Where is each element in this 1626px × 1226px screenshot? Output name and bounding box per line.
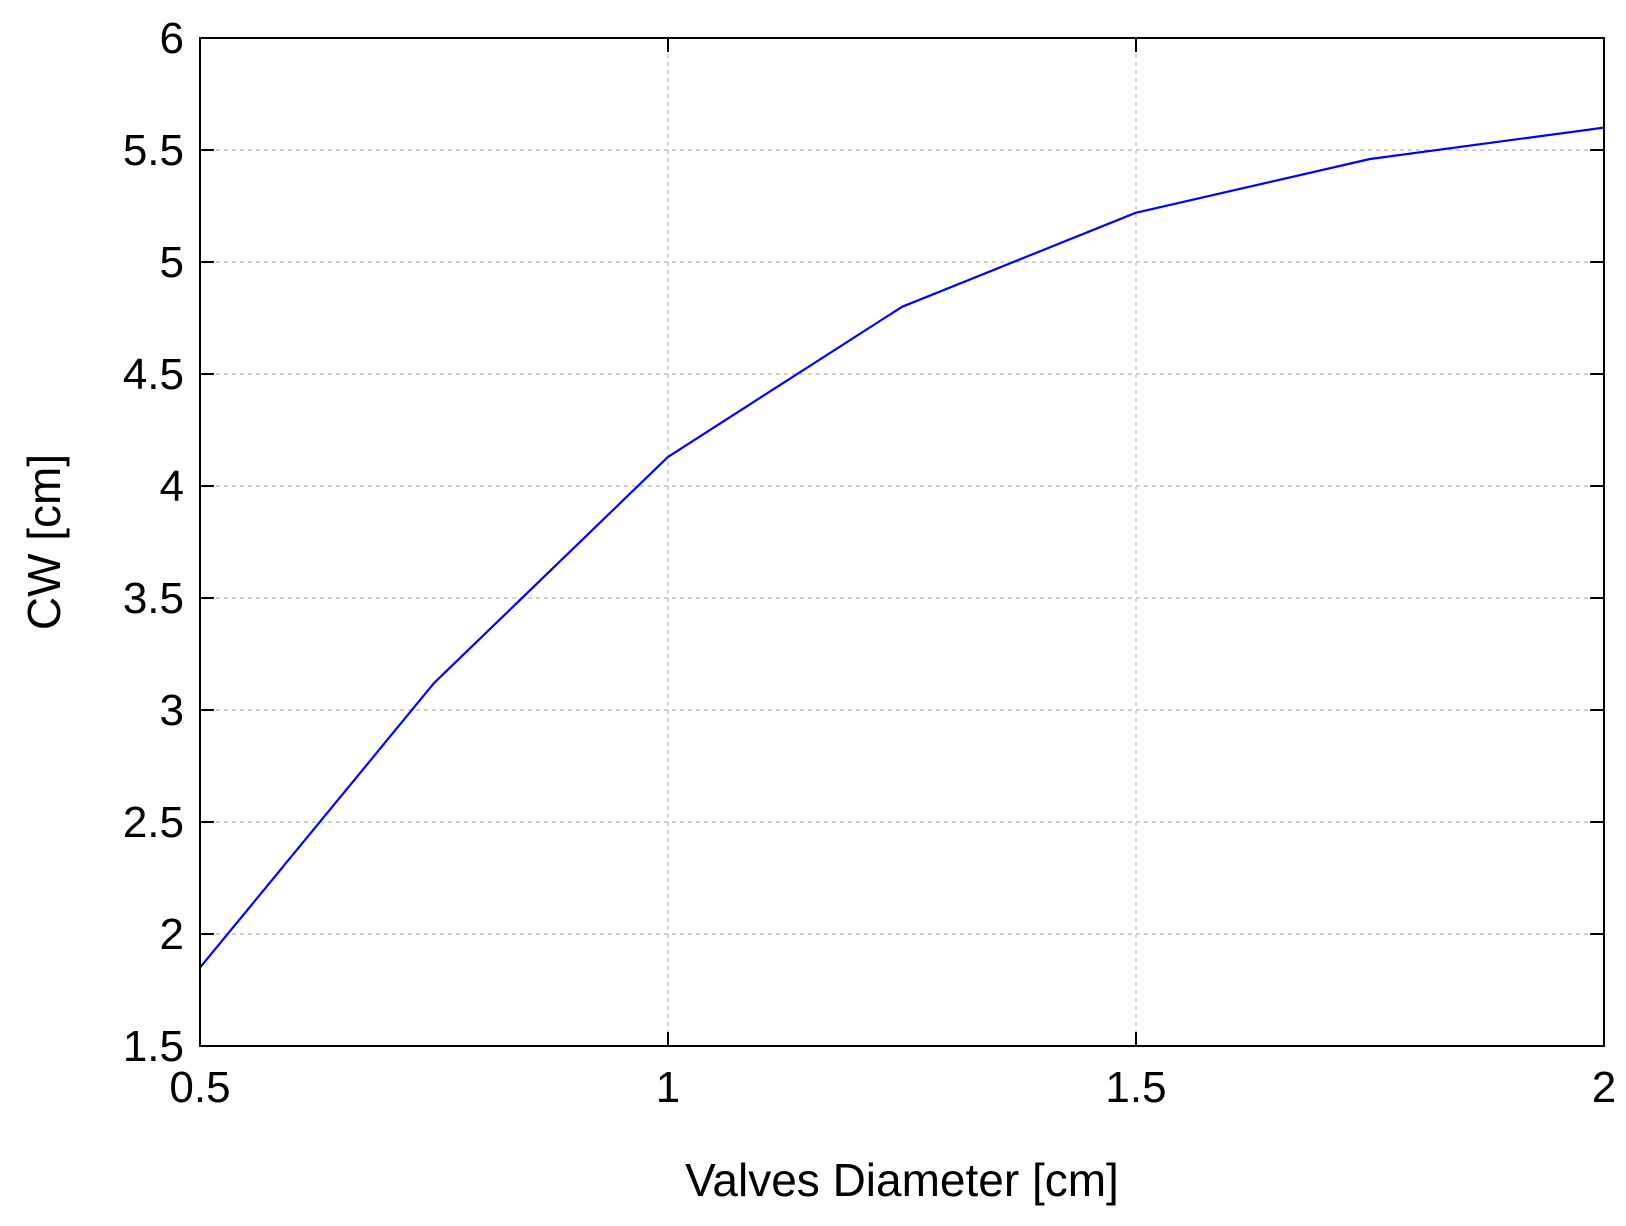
x-tick-label: 1.5 (1105, 1063, 1166, 1112)
series-line (199, 126, 1605, 969)
y-tick-label: 1.5 (123, 1022, 184, 1071)
y-tick-labels: 1.5 2 2.5 3 3.5 4 4.5 5 5.5 6 (123, 14, 184, 1071)
x-tick-label: 2 (1592, 1063, 1616, 1112)
y-tick-label: 3.5 (123, 574, 184, 623)
y-tick-label: 6 (160, 14, 184, 63)
y-axis-label: CW [cm] (18, 454, 70, 630)
y-tick-label: 4.5 (123, 350, 184, 399)
x-axis-label: Valves Diameter [cm] (685, 1154, 1119, 1206)
series-layer (199, 126, 1605, 969)
y-tick-label: 5.5 (123, 126, 184, 175)
x-tick-label: 1 (656, 1063, 680, 1112)
y-tick-label: 5 (160, 238, 184, 287)
y-tick-label: 2.5 (123, 798, 184, 847)
x-tick-labels: 0.5 1 1.5 2 (169, 1063, 1616, 1112)
grid-lines (200, 38, 1604, 1046)
y-tick-label: 4 (160, 462, 184, 511)
x-tick-label: 0.5 (169, 1063, 230, 1112)
y-tick-label: 3 (160, 686, 184, 735)
tick-marks (199, 37, 1605, 1047)
plot-frame (199, 37, 1605, 1047)
y-tick-label: 2 (160, 910, 184, 959)
